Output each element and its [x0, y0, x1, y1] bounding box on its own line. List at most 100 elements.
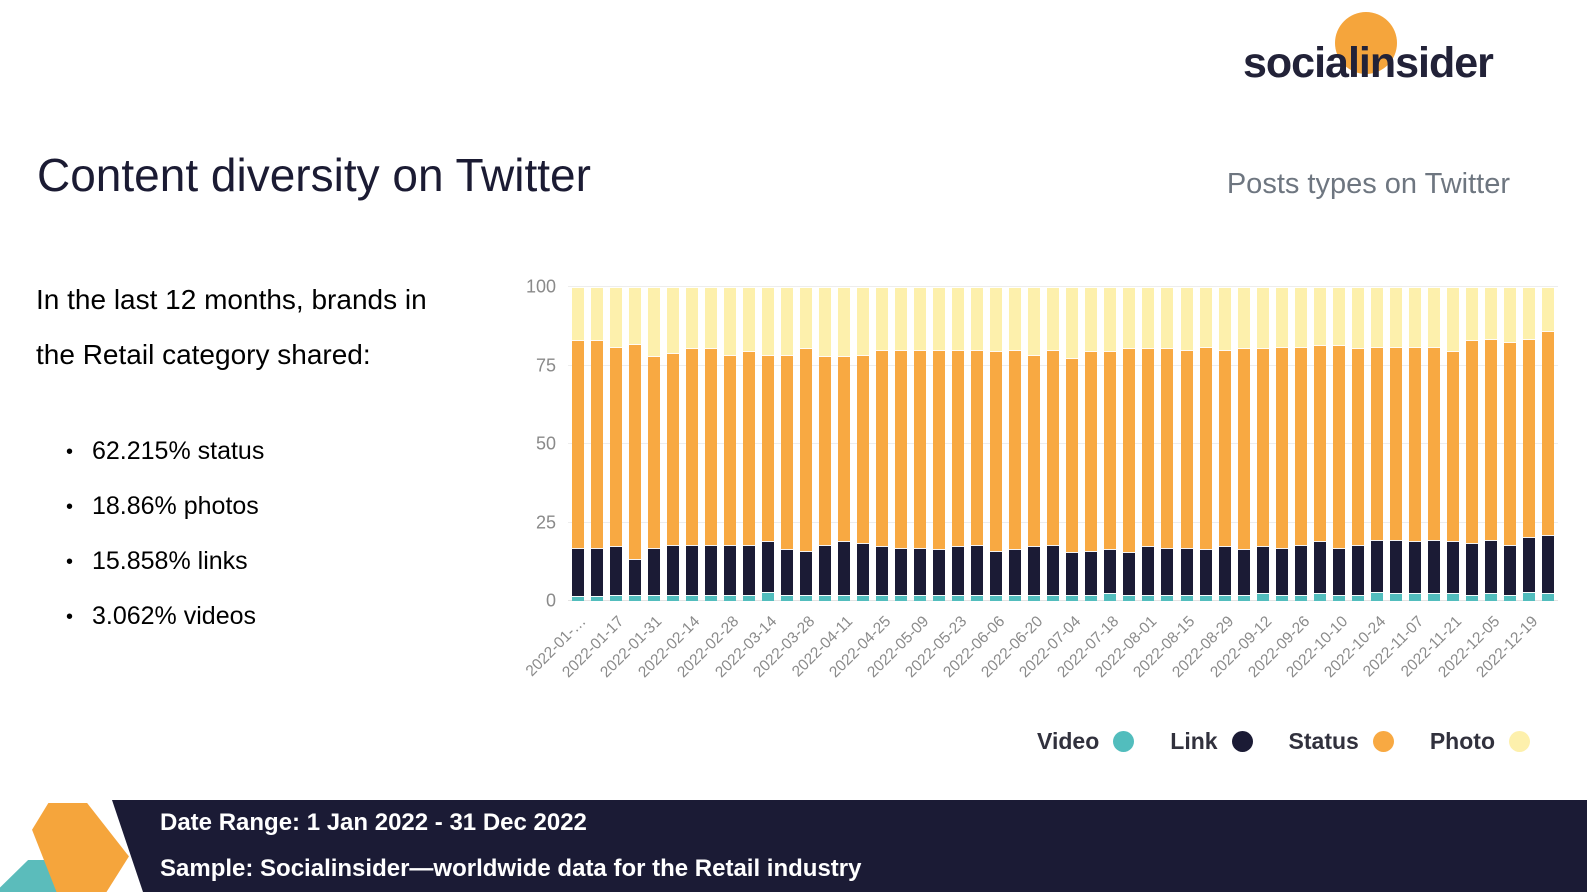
chart-bar: [1142, 287, 1155, 601]
bar-slot: [853, 287, 872, 601]
bar-slot: [1462, 287, 1481, 601]
bar-segment-status: [628, 343, 641, 559]
bar-segment-photo: [1313, 287, 1326, 346]
legend-item-photo: Photo: [1430, 728, 1530, 755]
bar-segment-link: [1427, 539, 1440, 594]
bar-segment-link: [723, 544, 736, 595]
bar-segment-photo: [1237, 287, 1250, 349]
bar-segment-photo: [742, 287, 755, 352]
y-tick-label: 0: [545, 590, 556, 611]
bar-segment-video: [952, 594, 965, 601]
gridline-75: [568, 364, 1558, 366]
bar-segment-link: [761, 541, 774, 592]
bar-segment-link: [1446, 541, 1459, 594]
chart-bar: [1218, 287, 1231, 601]
bar-segment-photo: [666, 287, 679, 353]
bar-segment-status: [856, 354, 869, 543]
chart-bar: [1542, 287, 1555, 601]
bar-segment-video: [1389, 593, 1402, 601]
bar-segment-photo: [1256, 287, 1269, 349]
intro-line-2: the Retail category shared:: [36, 339, 371, 370]
chart-bar: [590, 287, 603, 601]
gridline-25: [568, 521, 1558, 523]
bar-segment-link: [1465, 542, 1478, 595]
bar-segment-status: [1427, 346, 1440, 540]
bar-slot: [1215, 287, 1234, 601]
chart-subtitle: Posts types on Twitter: [1226, 168, 1510, 200]
bar-segment-status: [1465, 340, 1478, 543]
chart-bar: [1047, 287, 1060, 601]
chart-bar: [914, 287, 927, 601]
bar-segment-video: [1047, 594, 1060, 601]
bar-slot: [720, 287, 739, 601]
bar-slot: [1386, 287, 1405, 601]
bar-segment-photo: [895, 287, 908, 350]
bar-segment-video: [628, 594, 641, 601]
bar-segment-status: [761, 354, 774, 542]
bar-segment-photo: [856, 287, 869, 355]
bar-segment-video: [1332, 594, 1345, 601]
bar-slot: [758, 287, 777, 601]
bar-segment-link: [1104, 549, 1117, 594]
bar-segment-status: [780, 354, 793, 550]
bar-segment-photo: [1446, 287, 1459, 352]
bar-segment-link: [1504, 544, 1517, 595]
stacked-bar-chart: 0 25 50 75 100 2022-01-… 2022-01-17 2022-01-31…: [510, 277, 1570, 710]
bar-segment-link: [780, 549, 793, 595]
bullet-dot-icon: •: [66, 551, 74, 573]
bar-segment-status: [1523, 338, 1536, 537]
bar-segment-link: [1161, 547, 1174, 595]
bar-segment-video: [1446, 593, 1459, 601]
bar-segment-link: [666, 544, 679, 595]
bar-segment-video: [1028, 594, 1041, 601]
chart-bar: [1180, 287, 1193, 601]
bar-slot: [1291, 287, 1310, 601]
bar-slot: [1405, 287, 1424, 601]
gridline-50: [568, 443, 1558, 444]
socialinsider-logo: socialinsider: [1243, 10, 1513, 100]
bar-segment-status: [1408, 346, 1421, 542]
bar-segment-photo: [1542, 287, 1555, 331]
legend-swatch-icon: [1231, 731, 1253, 752]
chart-bar: [837, 287, 850, 601]
bar-slot: [1348, 287, 1367, 601]
chart-bar: [666, 287, 679, 601]
gridline-0: [568, 600, 1558, 601]
bar-segment-status: [1199, 346, 1212, 550]
bar-segment-photo: [799, 287, 812, 349]
bar-slot: [1272, 287, 1291, 601]
bar-segment-link: [609, 546, 622, 595]
bar-segment-link: [818, 544, 831, 595]
bar-segment-status: [952, 349, 965, 547]
bar-segment-link: [1332, 547, 1345, 595]
bar-segment-photo: [1389, 287, 1402, 347]
bar-slot: [663, 287, 682, 601]
bar-slot: [1424, 287, 1443, 601]
bar-slot: [873, 287, 892, 601]
legend-swatch-icon: [1509, 731, 1530, 752]
chart-bar: [761, 287, 774, 601]
bar-segment-status: [1047, 349, 1060, 545]
bar-segment-link: [1199, 549, 1212, 595]
bar-segment-status: [1085, 351, 1098, 551]
bar-segment-status: [990, 351, 1003, 551]
bar-slot: [1520, 287, 1539, 601]
bar-slot: [1196, 287, 1215, 601]
bar-slot: [682, 287, 701, 601]
chart-bar: [895, 287, 908, 601]
chart-bar: [1161, 287, 1174, 601]
bar-segment-status: [1161, 348, 1174, 548]
bar-slot: [930, 287, 949, 601]
bar-segment-link: [933, 549, 946, 595]
bar-segment-video: [971, 594, 984, 601]
intro-text: In the last 12 months, brands in the Ret…: [36, 272, 427, 382]
bar-segment-video: [1199, 594, 1212, 601]
bar-slot: [625, 287, 644, 601]
bullet-status: • 62.215% status: [66, 437, 265, 465]
bar-segment-video: [1275, 594, 1288, 601]
legend-label: Video: [1037, 728, 1100, 754]
bar-segment-status: [1294, 346, 1307, 545]
chart-bar: [1351, 287, 1364, 601]
chart-bar: [952, 287, 965, 601]
